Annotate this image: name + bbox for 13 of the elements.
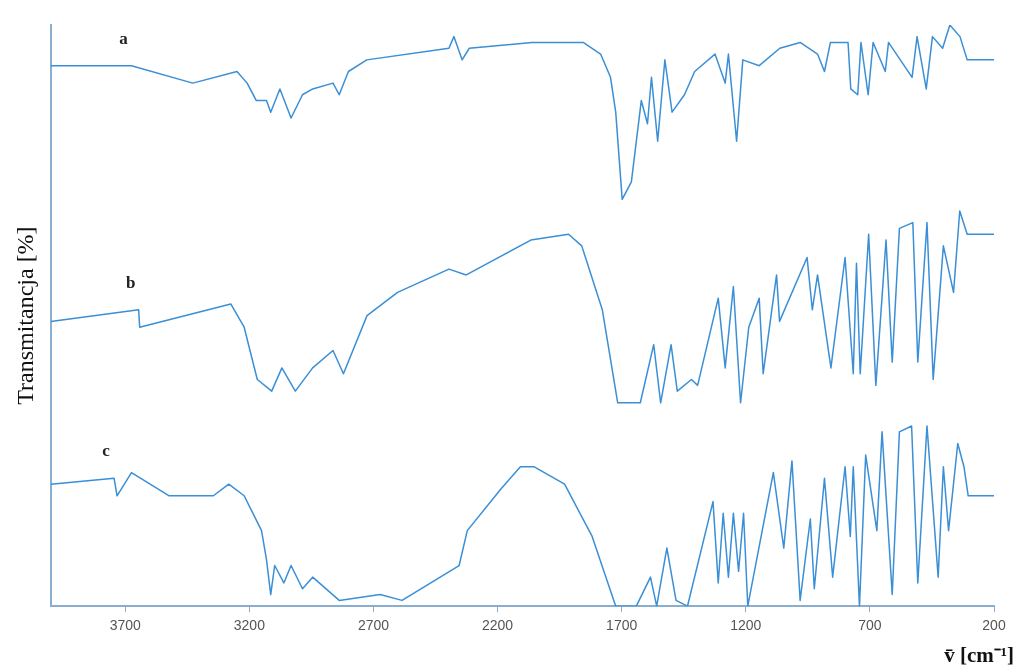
x-tick-label: 1200 xyxy=(730,617,762,634)
x-tick-label: 3200 xyxy=(233,617,266,634)
series-label: c xyxy=(102,441,111,461)
series-label: a xyxy=(119,28,129,48)
y-axis-title: Transmitancja [%] xyxy=(11,226,38,405)
x-tick-label: 3700 xyxy=(109,617,142,634)
x-tick-label: 2700 xyxy=(357,617,390,634)
x-tick-label: 700 xyxy=(858,617,882,634)
x-axis-title: v̄ [cm⁻¹] xyxy=(944,642,1014,667)
series-label: b xyxy=(125,272,136,292)
x-tick-label: 2200 xyxy=(482,617,514,634)
x-tick-label: 1700 xyxy=(606,617,638,634)
x-tick-label: 200 xyxy=(982,617,1006,634)
